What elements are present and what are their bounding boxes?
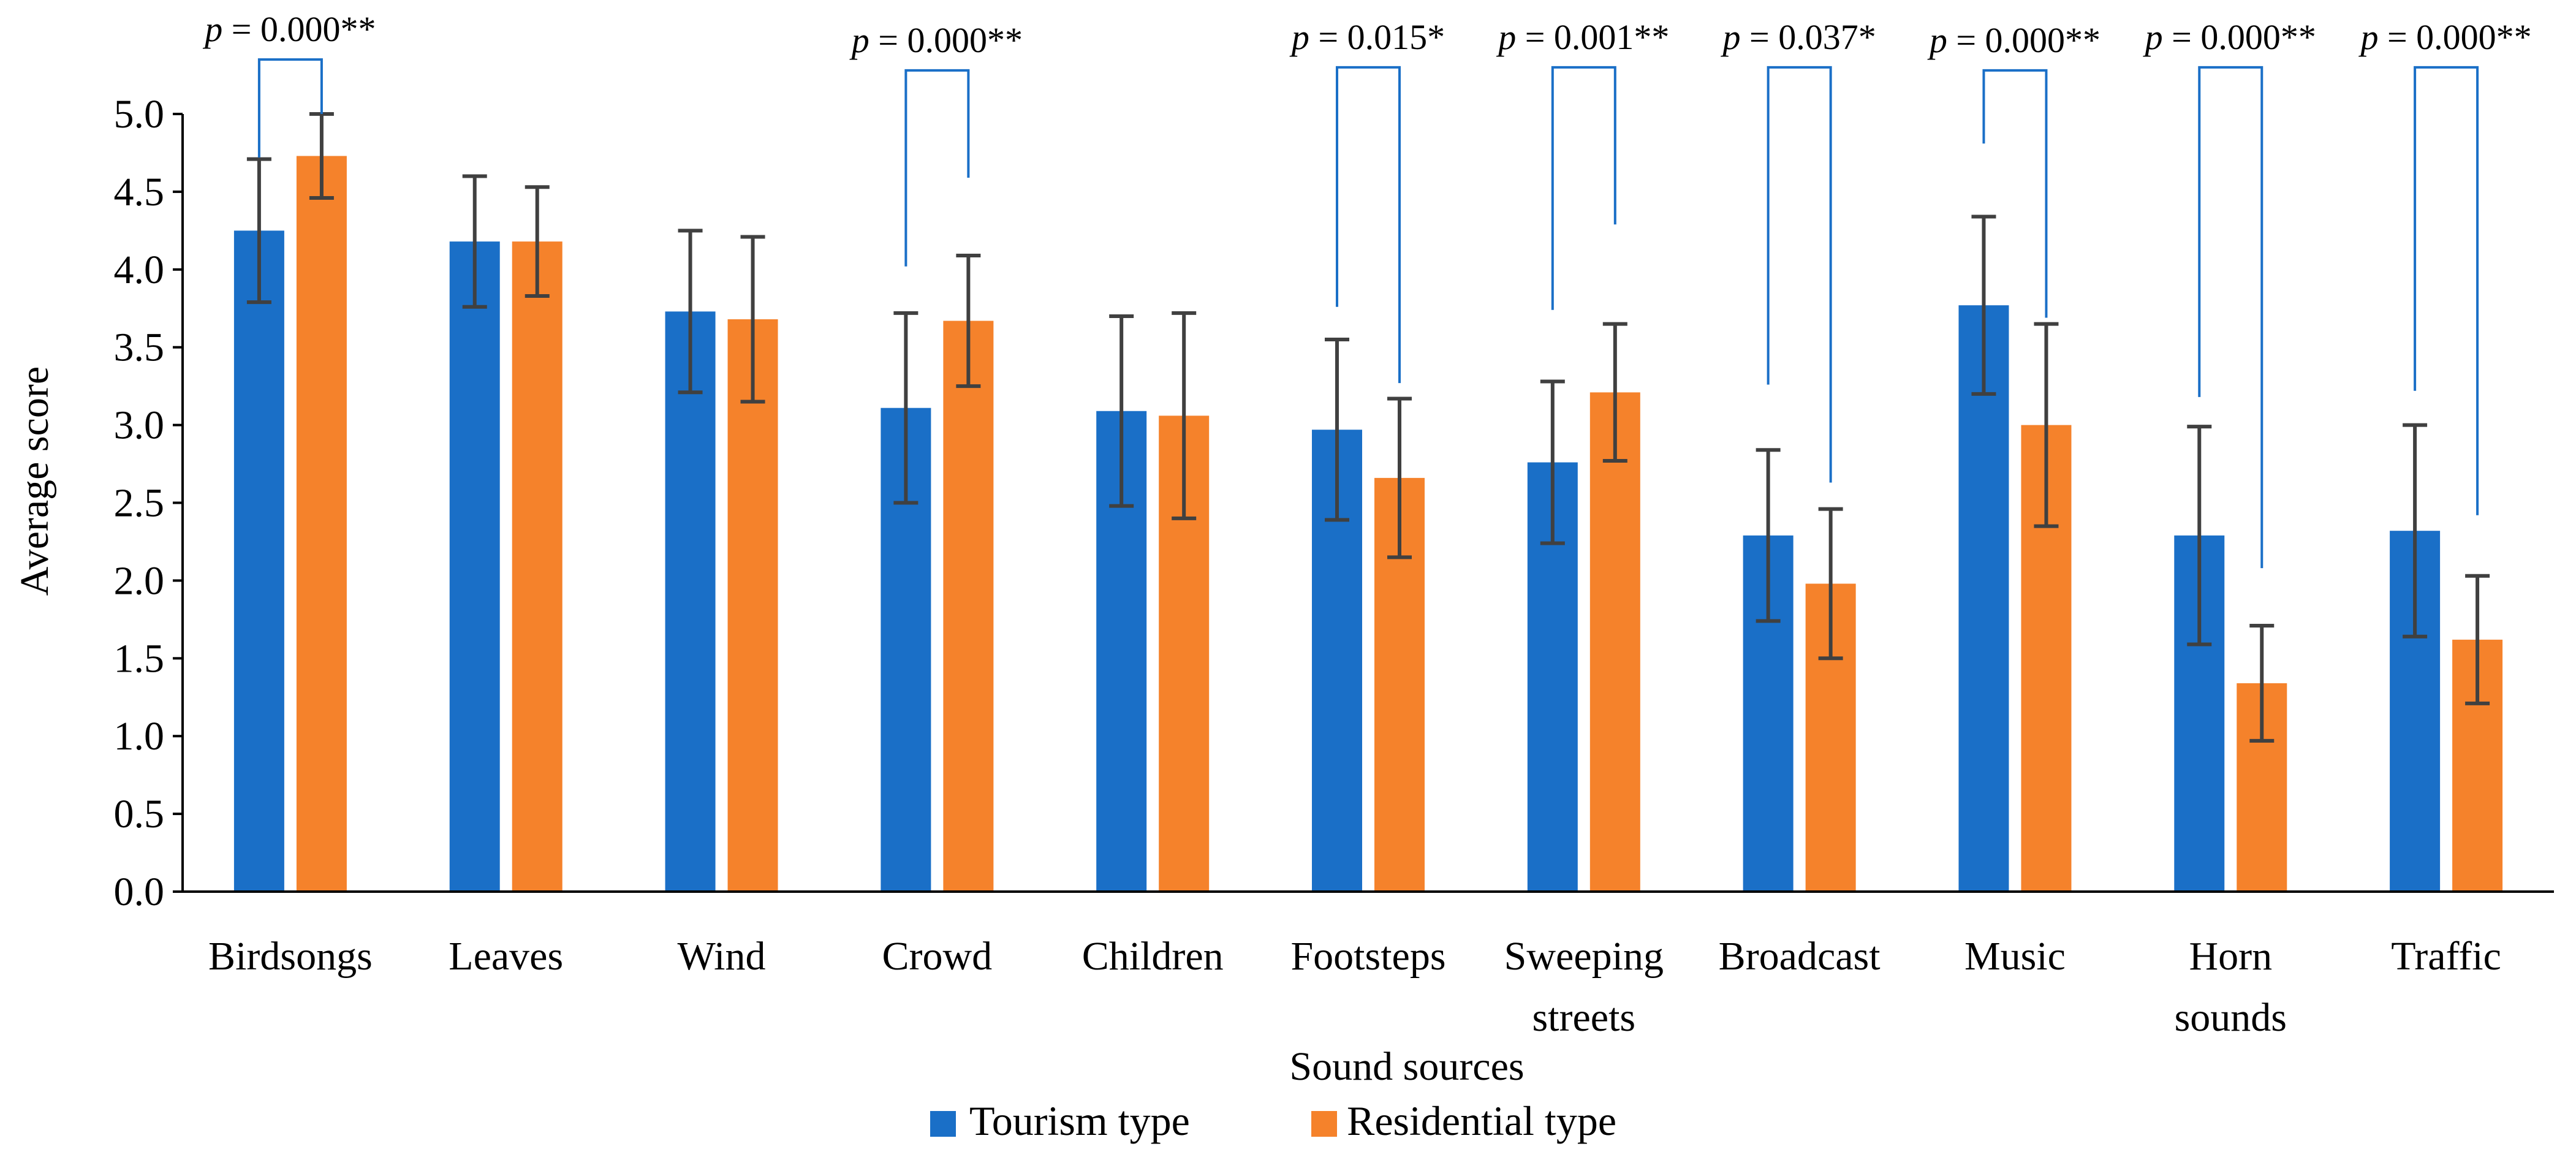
bar-tourism — [665, 311, 716, 892]
y-axis-ticks: 0.0 0.5 1.0 1.5 2.0 2.5 3.0 3.5 4.0 4.5 5.0 — [114, 92, 183, 914]
y-tick-label: 5.0 — [114, 92, 165, 137]
y-tick-label: 3.5 — [114, 325, 165, 370]
significance-bracket — [2414, 66, 2479, 515]
legend-label-residential: Residential type — [1347, 1098, 1616, 1144]
y-tick-label: 4.0 — [114, 248, 165, 292]
category-label: Sweeping — [1504, 934, 1664, 979]
p-value-label: p = 0.000** — [2358, 17, 2531, 57]
y-tick-label: 3.0 — [114, 403, 165, 448]
x-axis-category-labels: Birdsongs Leaves Wind Crowd Children Footstep… — [208, 934, 2501, 1040]
p-value-label: p = 0.000** — [202, 9, 376, 49]
bar-residential — [727, 319, 778, 892]
p-value-label: p = 0.000** — [849, 20, 1023, 60]
p-value-label: p = 0.037* — [1721, 17, 1876, 57]
significance-bracket — [1982, 69, 2048, 318]
bar-tourism — [233, 230, 284, 892]
bars — [233, 156, 2503, 892]
category-label: Leaves — [449, 934, 563, 979]
p-value-label: p = 0.015* — [1289, 17, 1445, 57]
significance-bracket — [1551, 66, 1616, 310]
error-bars — [246, 112, 2490, 743]
legend-label-tourism: Tourism type — [969, 1098, 1190, 1144]
significance-bracket — [2198, 66, 2263, 569]
category-label: Footsteps — [1290, 934, 1445, 979]
category-label: Children — [1082, 934, 1224, 979]
significance-bracket — [1336, 66, 1401, 384]
y-axis-title: Average score — [12, 366, 57, 596]
bar-residential — [1589, 392, 1640, 892]
significance-bracket — [257, 58, 323, 158]
category-label: Birdsongs — [208, 934, 373, 979]
bar-residential — [296, 156, 347, 892]
legend: Tourism type Residential type — [930, 1098, 1616, 1144]
significance-bracket — [1767, 66, 1832, 483]
bar-tourism — [449, 241, 500, 892]
legend-swatch-residential — [1311, 1111, 1337, 1137]
bar-residential — [512, 241, 563, 892]
bar-residential — [943, 320, 994, 892]
category-label: Wind — [678, 934, 766, 979]
y-tick-label: 2.5 — [114, 481, 165, 526]
bar-tourism — [1958, 305, 2009, 892]
category-label: sounds — [2175, 995, 2287, 1040]
category-label: Horn — [2189, 934, 2272, 979]
category-label: Broadcast — [1719, 934, 1881, 979]
significance-brackets: p = 0.000** p = 0.000** p = 0.015* p = 0.00… — [202, 9, 2532, 569]
category-label: streets — [1532, 995, 1636, 1040]
x-axis-title: Sound sources — [1289, 1044, 1524, 1089]
y-tick-label: 1.5 — [114, 636, 165, 681]
significance-bracket — [904, 69, 970, 267]
category-label: Music — [1964, 934, 2066, 979]
p-value-label: p = 0.000** — [1927, 20, 2101, 60]
y-tick-label: 0.5 — [114, 792, 165, 836]
axes — [181, 114, 2554, 893]
category-label: Crowd — [882, 934, 993, 979]
legend-swatch-tourism — [930, 1111, 956, 1137]
category-label: Traffic — [2391, 934, 2501, 979]
y-tick-label: 4.5 — [114, 170, 165, 214]
p-value-label: p = 0.001** — [1496, 17, 1669, 57]
y-tick-label: 2.0 — [114, 558, 165, 603]
y-tick-label: 1.0 — [114, 714, 165, 759]
y-tick-label: 0.0 — [114, 870, 165, 914]
p-value-label: p = 0.000** — [2143, 17, 2316, 57]
